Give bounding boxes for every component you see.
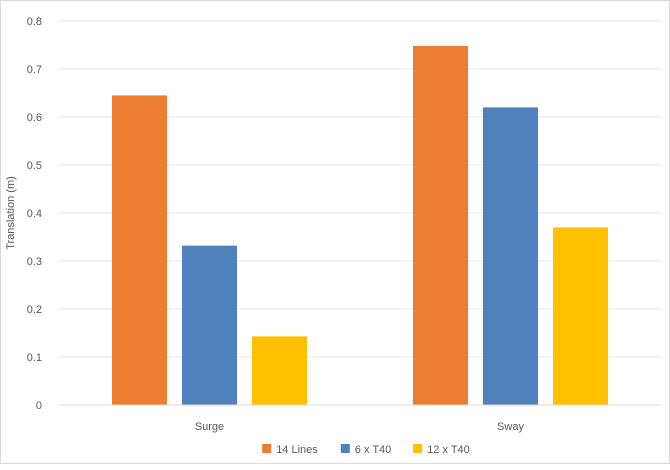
y-tick-label: 0.7: [27, 64, 42, 76]
bar-sway-1: [413, 45, 468, 406]
legend-label: 6 x T40: [355, 444, 392, 456]
y-tick-label: 0.1: [27, 352, 42, 364]
bars: [112, 45, 608, 406]
bar-sway-3: [553, 227, 608, 405]
x-category-label: Sway: [497, 421, 524, 433]
y-tick-label: 0: [36, 400, 42, 412]
bar-sway-2: [483, 107, 538, 406]
legend: 14 Lines 6 x T40 12 x T40: [262, 444, 470, 456]
x-axis-categories: Surge Sway: [195, 421, 525, 433]
y-tick-label: 0.8: [27, 16, 42, 28]
legend-label: 12 x T40: [427, 444, 470, 456]
y-tick-label: 0.2: [27, 304, 42, 316]
y-axis-label: Translation (m): [5, 176, 17, 250]
y-tick-label: 0.4: [27, 208, 42, 220]
bar-surge-2: [182, 245, 237, 405]
legend-swatch: [262, 444, 272, 453]
x-category-label: Surge: [195, 421, 224, 433]
legend-swatch: [413, 444, 423, 453]
y-tick-label: 0.6: [27, 112, 42, 124]
bar-surge-1: [112, 95, 167, 406]
y-tick-label: 0.5: [27, 160, 42, 172]
bar-surge-3: [252, 336, 307, 405]
y-axis-ticks: 0 0.1 0.2 0.3 0.4 0.5 0.6 0.7 0.8: [27, 16, 42, 412]
legend-label: 14 Lines: [276, 444, 318, 456]
y-tick-label: 0.3: [27, 256, 42, 268]
legend-swatch: [340, 444, 350, 453]
